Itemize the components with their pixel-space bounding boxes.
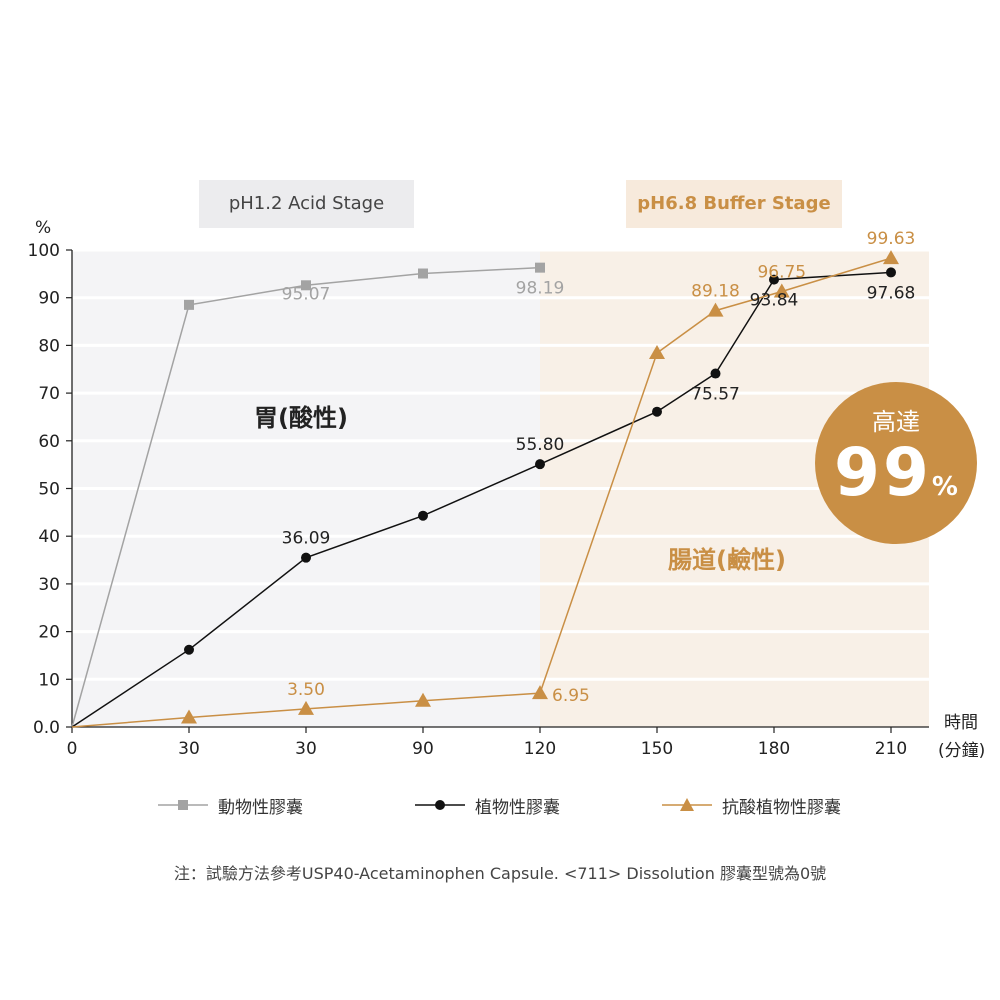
circle-data-point — [652, 406, 662, 417]
x-tick-label: 210 — [875, 739, 907, 759]
square-data-point — [301, 280, 311, 291]
x-tick-label: 0 — [67, 739, 78, 759]
legend-label: 動物性膠囊 — [218, 797, 303, 818]
intestine-region-label: 腸道(鹼性) — [668, 546, 786, 574]
x-tick-label: 30 — [295, 739, 317, 759]
chart-legend: 動物性膠囊 植物性膠囊 抗酸植物性膠囊 — [0, 790, 1000, 820]
triangle-data-point — [773, 283, 790, 298]
triangle-data-point — [532, 685, 548, 700]
triangle-data-point — [707, 302, 724, 317]
circle-data-point — [886, 267, 896, 278]
y-tick-label: 40 — [38, 527, 60, 547]
stomach-region-label: 胃(酸性) — [254, 404, 348, 432]
x-tick-label: 30 — [178, 739, 200, 759]
buffer-stage-label: pH6.8 Buffer Stage — [626, 180, 842, 228]
y-tick-label: 50 — [38, 480, 60, 500]
circle-data-point — [710, 368, 721, 379]
square-data-point — [535, 262, 545, 273]
data-label: 99.63 — [867, 229, 916, 249]
data-label: 3.50 — [287, 680, 325, 700]
legend-label: 植物性膠囊 — [475, 797, 560, 818]
square-data-point — [184, 299, 194, 310]
legend-square-marker-icon — [158, 800, 208, 810]
data-label: 97.68 — [867, 283, 916, 303]
data-label: 55.80 — [516, 435, 565, 455]
triangle-data-point — [883, 250, 899, 265]
footnote: 注：試驗方法參考USP40-Acetaminophen Capsule. <71… — [173, 864, 827, 883]
x-tick-label: 180 — [758, 739, 790, 759]
badge-unit: % — [931, 472, 958, 502]
data-label: 96.75 — [757, 262, 806, 282]
triangle-data-point — [649, 345, 665, 360]
y-tick-label: 20 — [38, 623, 60, 643]
y-tick-label: 0.0 — [33, 718, 60, 738]
badge-caption: 高達 — [872, 408, 920, 436]
x-axis-unit-line1: 時間 — [944, 713, 978, 733]
badge-value: 99 — [834, 434, 932, 511]
y-tick-label: 80 — [38, 336, 60, 356]
circle-data-point — [418, 510, 428, 521]
triangle-data-point — [298, 700, 314, 715]
data-label: 98.19 — [516, 279, 565, 299]
data-label: 89.18 — [691, 282, 740, 302]
y-tick-label: 100 — [28, 241, 60, 261]
circle-data-point — [184, 644, 194, 655]
x-tick-label: 120 — [524, 739, 556, 759]
data-label: 93.84 — [750, 291, 799, 311]
y-tick-label: 70 — [38, 384, 60, 404]
square-data-point — [418, 268, 428, 279]
x-tick-label: 150 — [641, 739, 673, 759]
y-tick-label: 60 — [38, 432, 60, 452]
legend-item-acid-resistant-capsule: 抗酸植物性膠囊 — [662, 790, 841, 820]
legend-item-plant-capsule: 植物性膠囊 — [415, 790, 560, 820]
y-tick-label: 90 — [38, 289, 60, 309]
circle-data-point — [301, 552, 311, 563]
x-tick-label: 90 — [412, 739, 434, 759]
x-axis-unit-line2: (分鐘) — [938, 741, 986, 761]
triangle-data-point — [415, 692, 431, 707]
legend-label: 抗酸植物性膠囊 — [722, 797, 841, 818]
acid-stage-label: pH1.2 Acid Stage — [199, 180, 414, 228]
data-label: 36.09 — [282, 529, 331, 549]
circle-data-point — [535, 459, 545, 470]
legend-circle-marker-icon — [415, 800, 465, 810]
data-label: 6.95 — [552, 686, 590, 706]
data-label: 95.07 — [282, 285, 331, 305]
data-label: 75.57 — [691, 385, 740, 405]
y-tick-label: 30 — [38, 575, 60, 595]
circle-data-point — [769, 274, 779, 285]
y-tick-label: 10 — [38, 670, 60, 690]
highlight-badge: 高達 99% — [815, 382, 977, 544]
legend-item-animal-capsule: 動物性膠囊 — [158, 790, 303, 820]
triangle-data-point — [181, 709, 197, 724]
y-axis-unit: % — [35, 218, 52, 238]
legend-triangle-marker-icon — [662, 798, 712, 811]
